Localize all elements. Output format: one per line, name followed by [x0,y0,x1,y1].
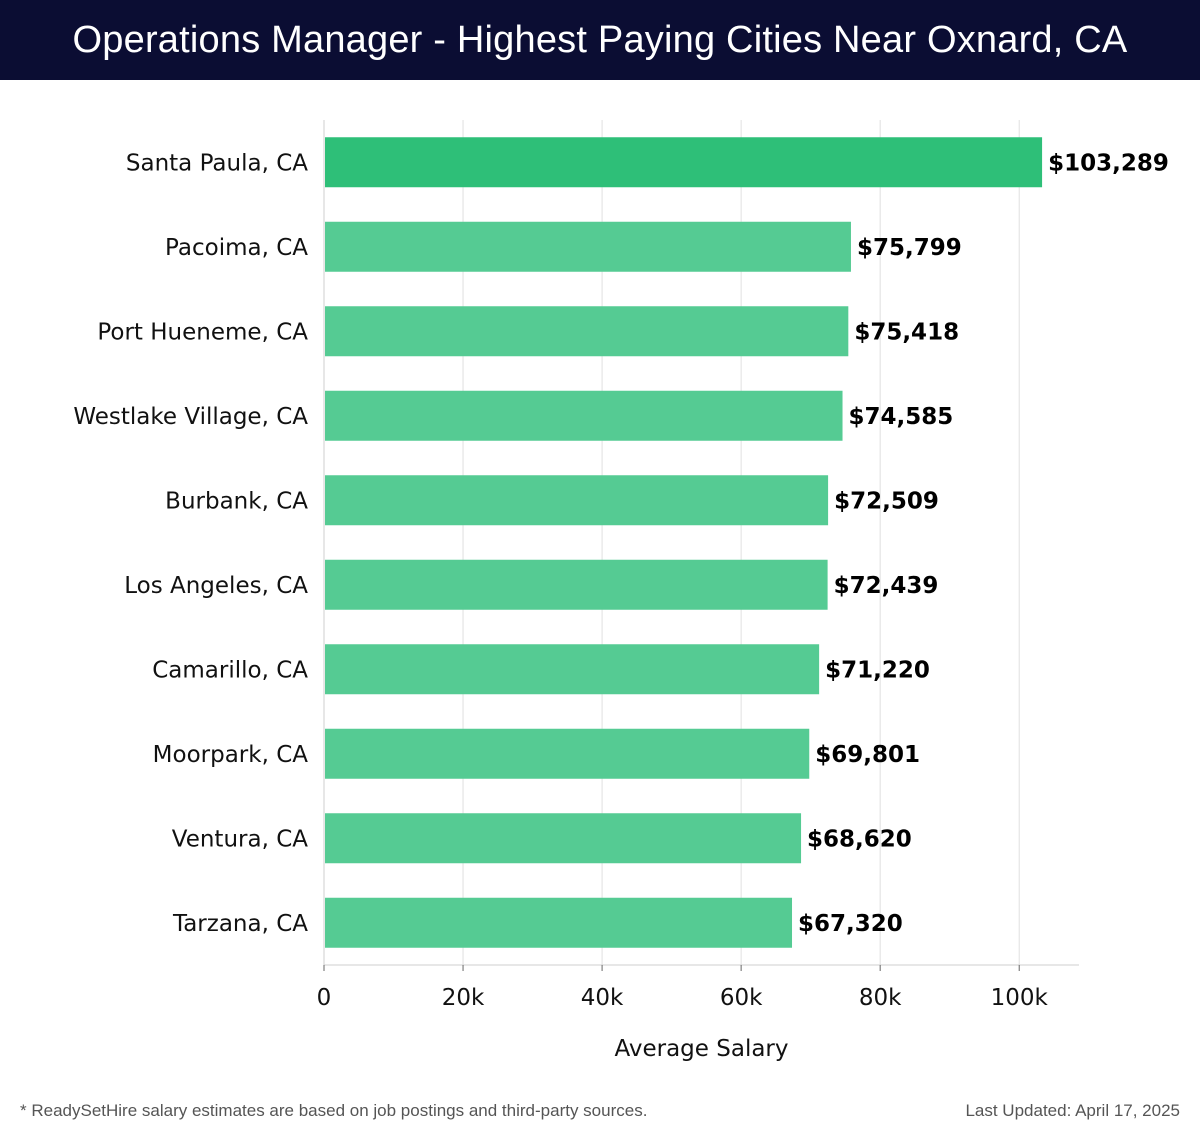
category-label: Westlake Village, CA [73,404,308,430]
bar [325,306,849,357]
bar [325,221,851,272]
category-label: Camarillo, CA [152,657,308,683]
last-updated: Last Updated: April 17, 2025 [965,1101,1180,1120]
x-tick-label: 40k [581,985,624,1011]
data-label: $68,620 [807,826,912,852]
bar [325,644,820,695]
category-label: Tarzana, CA [172,911,308,937]
chart-header: Operations Manager - Highest Paying Citi… [0,0,1200,80]
bar [325,390,843,441]
bar [325,559,828,610]
category-label: Ventura, CA [172,826,309,852]
data-label: $74,585 [849,404,954,430]
x-tick-label: 100k [991,985,1049,1011]
category-label: Santa Paula, CA [126,150,308,176]
salary-bar-chart: Santa Paula, CA $103,289 Pacoima, CA $75,79… [73,120,1169,1062]
data-label: $67,320 [798,911,903,937]
data-label: $71,220 [825,657,930,683]
x-axis-label: Average Salary [614,1036,788,1062]
category-label: Port Hueneme, CA [97,319,308,345]
chart-title: Operations Manager - Highest Paying Citi… [72,18,1128,61]
data-label: $103,289 [1048,150,1169,176]
x-tick-label: 80k [859,985,902,1011]
bar [325,137,1043,188]
x-tick-label: 0 [317,985,332,1011]
x-tick-label: 60k [720,985,763,1011]
data-label: $72,509 [834,488,939,514]
data-label: $69,801 [815,742,920,768]
x-tick-label: 20k [442,985,485,1011]
category-label: Los Angeles, CA [124,573,308,599]
bar [325,475,829,526]
category-label: Moorpark, CA [153,742,309,768]
bar [325,813,802,864]
footer-note: * ReadySetHire salary estimates are base… [20,1101,648,1120]
bar [325,728,810,779]
category-label: Burbank, CA [165,488,308,514]
bar [325,897,793,948]
data-label: $72,439 [834,573,939,599]
data-label: $75,799 [857,235,962,261]
category-label: Pacoima, CA [165,235,308,261]
data-label: $75,418 [854,319,959,345]
